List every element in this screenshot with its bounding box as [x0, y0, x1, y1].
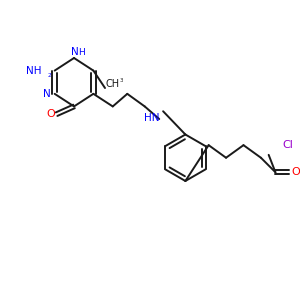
Text: N: N — [71, 47, 79, 57]
Text: HN: HN — [144, 113, 159, 123]
Text: Cl: Cl — [283, 140, 293, 150]
Text: O: O — [291, 167, 300, 177]
Text: $_3$: $_3$ — [119, 76, 124, 85]
Text: NH: NH — [26, 66, 41, 76]
Text: $_2$: $_2$ — [47, 71, 52, 80]
Text: N: N — [43, 89, 51, 99]
Text: H: H — [78, 48, 85, 57]
Text: O: O — [46, 109, 55, 119]
Text: CH: CH — [106, 79, 120, 89]
